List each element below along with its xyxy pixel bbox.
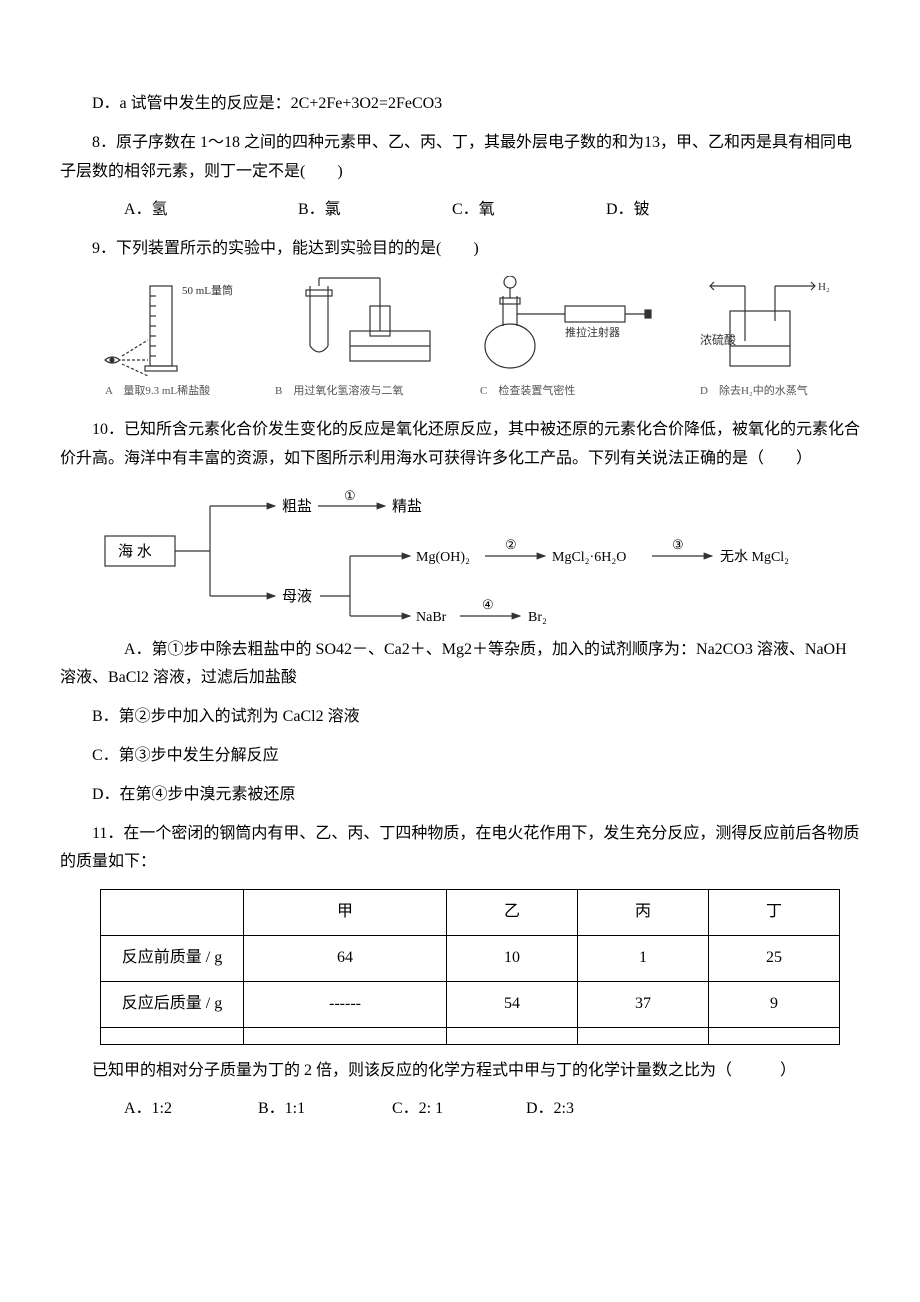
q10-stem: 10．已知所含元素化合价发生变化的反应是氧化还原反应，其中被还原的元素化合价降低… <box>60 416 860 474</box>
fig-d: H₂ 浓硫酸 <box>700 281 830 366</box>
q9-stem: 9．下列装置所示的实验中，能达到实验目的的是( ) <box>60 235 860 264</box>
cell: ------ <box>244 981 447 1027</box>
q10-b: B．第②步中加入的试剂为 CaCl2 溶液 <box>60 703 860 732</box>
svg-text:Mg(OH)₂: Mg(OH)₂ <box>416 550 470 565</box>
cell: 反应前质量 / g <box>101 935 244 981</box>
cell: 甲 <box>244 890 447 936</box>
q10-a: A．第①步中除去粗盐中的 SO42－、Ca2＋、Mg2＋等杂质，加入的试剂顺序为… <box>60 636 860 694</box>
svg-text:D 除去H₂中的水蒸气: D 除去H₂中的水蒸气 <box>700 383 808 397</box>
cell <box>101 890 244 936</box>
cell: 丙 <box>578 890 709 936</box>
q11-options: A．1:2 B．1:1 C．2: 1 D．2:3 <box>60 1095 860 1124</box>
svg-text:C 检查装置气密性: C 检查装置气密性 <box>480 383 575 397</box>
cell <box>447 1027 578 1044</box>
table-row <box>101 1027 840 1044</box>
svg-text:B 用过氧化氢溶液与二氧: B 用过氧化氢溶液与二氧 <box>275 383 403 397</box>
svg-text:推拉注射器: 推拉注射器 <box>565 325 620 339</box>
cell <box>708 1027 839 1044</box>
cell <box>578 1027 709 1044</box>
svg-text:MgCl₂·6H₂O: MgCl₂·6H₂O <box>552 550 626 565</box>
q11-a: A．1:2 <box>92 1095 222 1124</box>
svg-text:②: ② <box>505 537 517 552</box>
svg-text:浓硫酸: 浓硫酸 <box>700 332 736 347</box>
cell: 丁 <box>708 890 839 936</box>
q8-stem: 8．原子序数在 1～18 之间的四种元素甲、乙、丙、丁，其最外层电子数的和为13… <box>60 129 860 187</box>
svg-text:50 mL量筒: 50 mL量筒 <box>182 283 233 297</box>
cell <box>244 1027 447 1044</box>
q11-stem: 11．在一个密闭的钢筒内有甲、乙、丙、丁四种物质，在电火花作用下，发生充分反应，… <box>60 820 860 878</box>
fig-a: 50 mL量筒 <box>105 283 233 376</box>
table-row: 反应前质量 / g 64 10 1 25 <box>101 935 840 981</box>
apparatus-svg: 50 mL量筒 <box>100 276 860 406</box>
cell: 25 <box>708 935 839 981</box>
cell: 37 <box>578 981 709 1027</box>
svg-text:海 水: 海 水 <box>118 543 152 560</box>
svg-text:粗盐: 粗盐 <box>282 498 312 515</box>
q11-d: D．2:3 <box>494 1095 574 1124</box>
cell: 54 <box>447 981 578 1027</box>
svg-text:④: ④ <box>482 597 494 612</box>
q10-flowchart: 海 水 粗盐 ① 精盐 母液 Mg(OH)₂ ② MgCl₂·6H₂O ③ 无水… <box>100 486 860 626</box>
table-row: 反应后质量 / g ------ 54 37 9 <box>101 981 840 1027</box>
svg-text:A 量取9.3 mL稀盐酸: A 量取9.3 mL稀盐酸 <box>105 383 210 397</box>
svg-text:NaBr: NaBr <box>416 610 447 625</box>
q9-figure: 50 mL量筒 <box>100 276 860 406</box>
table-row: 甲 乙 丙 丁 <box>101 890 840 936</box>
svg-text:母液: 母液 <box>282 588 312 605</box>
cell: 64 <box>244 935 447 981</box>
svg-text:精盐: 精盐 <box>392 498 422 515</box>
q11-after: 已知甲的相对分子质量为丁的 2 倍，则该反应的化学方程式中甲与丁的化学计量数之比… <box>60 1057 860 1086</box>
q8-a: A．氢 <box>92 196 262 225</box>
q8-b: B．氯 <box>266 196 416 225</box>
fig-captions: A 量取9.3 mL稀盐酸 B 用过氧化氢溶液与二氧 C 检查装置气密性 D 除… <box>105 383 808 397</box>
q11-table: 甲 乙 丙 丁 反应前质量 / g 64 10 1 25 反应后质量 / g -… <box>100 889 840 1044</box>
q7-option-d: D．a 试管中发生的反应是：2C+2Fe+3O2=2FeCO3 <box>60 90 860 119</box>
q8-d: D．铍 <box>574 196 650 225</box>
q8-options: A．氢 B．氯 C．氧 D．铍 <box>60 196 860 225</box>
q11-c: C．2: 1 <box>360 1095 490 1124</box>
flowchart-svg: 海 水 粗盐 ① 精盐 母液 Mg(OH)₂ ② MgCl₂·6H₂O ③ 无水… <box>100 486 840 626</box>
fig-b <box>306 278 430 361</box>
svg-text:H₂: H₂ <box>818 281 830 293</box>
fig-c: 推拉注射器 <box>485 276 651 368</box>
cell: 9 <box>708 981 839 1027</box>
cell: 乙 <box>447 890 578 936</box>
cell <box>101 1027 244 1044</box>
q10-c: C．第③步中发生分解反应 <box>60 742 860 771</box>
svg-text:无水 MgCl₂: 无水 MgCl₂ <box>720 549 789 565</box>
cell: 1 <box>578 935 709 981</box>
svg-text:Br₂: Br₂ <box>528 610 547 625</box>
q8-c: C．氧 <box>420 196 570 225</box>
q10-d: D．在第④步中溴元素被还原 <box>60 781 860 810</box>
cell: 10 <box>447 935 578 981</box>
svg-text:①: ① <box>344 488 356 503</box>
q11-b: B．1:1 <box>226 1095 356 1124</box>
cell: 反应后质量 / g <box>101 981 244 1027</box>
svg-text:③: ③ <box>672 537 684 552</box>
